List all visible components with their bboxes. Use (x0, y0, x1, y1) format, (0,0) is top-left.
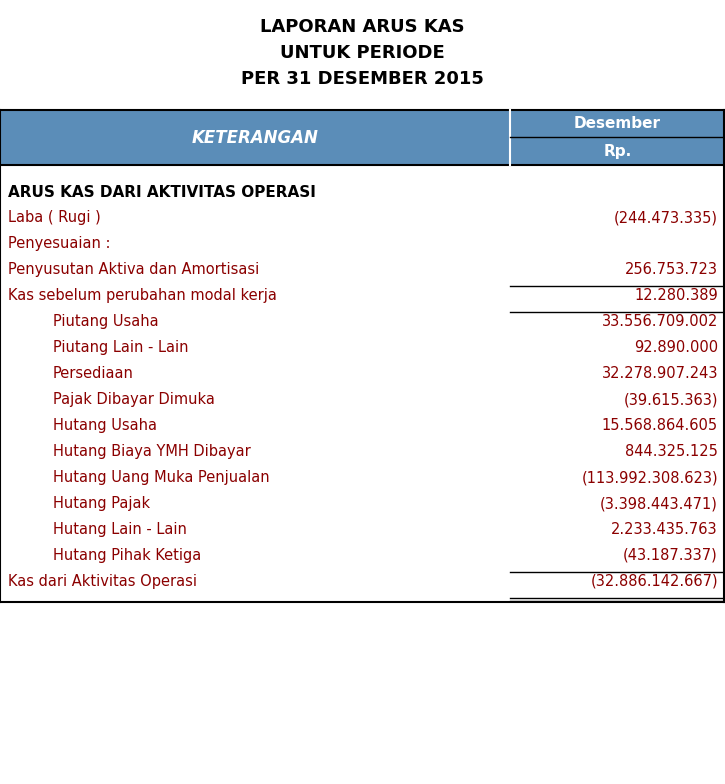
Text: Persediaan: Persediaan (53, 366, 134, 381)
Bar (0, 110, 725, 165)
Text: UNTUK PERIODE: UNTUK PERIODE (280, 44, 445, 62)
Text: 92.890.000: 92.890.000 (634, 340, 718, 355)
Text: 32.278.907.243: 32.278.907.243 (602, 366, 718, 381)
Text: 256.753.723: 256.753.723 (625, 262, 718, 277)
Text: 15.568.864.605: 15.568.864.605 (602, 418, 718, 433)
Text: (32.886.142.667): (32.886.142.667) (590, 574, 718, 589)
Text: Pajak Dibayar Dimuka: Pajak Dibayar Dimuka (53, 392, 215, 407)
Text: Kas sebelum perubahan modal kerja: Kas sebelum perubahan modal kerja (8, 288, 277, 303)
Text: Piutang Lain - Lain: Piutang Lain - Lain (53, 340, 188, 355)
Text: (113.992.308.623): (113.992.308.623) (581, 470, 718, 485)
Text: Hutang Pihak Ketiga: Hutang Pihak Ketiga (53, 548, 202, 563)
Text: 844.325.125: 844.325.125 (625, 444, 718, 459)
Text: (244.473.335): (244.473.335) (614, 210, 718, 225)
Text: 12.280.389: 12.280.389 (634, 288, 718, 303)
Text: Penyusutan Aktiva dan Amortisasi: Penyusutan Aktiva dan Amortisasi (8, 262, 260, 277)
Text: (43.187.337): (43.187.337) (624, 548, 718, 563)
Text: 2.233.435.763: 2.233.435.763 (611, 522, 718, 537)
Text: Hutang Lain - Lain: Hutang Lain - Lain (53, 522, 187, 537)
Text: ARUS KAS DARI AKTIVITAS OPERASI: ARUS KAS DARI AKTIVITAS OPERASI (8, 185, 316, 200)
Text: Rp.: Rp. (603, 143, 631, 158)
Text: 33.556.709.002: 33.556.709.002 (602, 314, 718, 329)
Text: (39.615.363): (39.615.363) (624, 392, 718, 407)
Text: Laba ( Rugi ): Laba ( Rugi ) (8, 210, 101, 225)
Text: LAPORAN ARUS KAS: LAPORAN ARUS KAS (260, 18, 465, 36)
Text: Piutang Usaha: Piutang Usaha (53, 314, 159, 329)
Text: Hutang Usaha: Hutang Usaha (53, 418, 157, 433)
Text: PER 31 DESEMBER 2015: PER 31 DESEMBER 2015 (241, 70, 484, 88)
Text: Hutang Pajak: Hutang Pajak (53, 496, 150, 511)
Text: Penyesuaian :: Penyesuaian : (8, 236, 110, 251)
Text: Hutang Biaya YMH Dibayar: Hutang Biaya YMH Dibayar (53, 444, 251, 459)
Text: (3.398.443.471): (3.398.443.471) (600, 496, 718, 511)
Text: KETERANGAN: KETERANGAN (191, 129, 318, 147)
Text: Hutang Uang Muka Penjualan: Hutang Uang Muka Penjualan (53, 470, 270, 485)
Text: Desember: Desember (574, 116, 661, 131)
Text: Kas dari Aktivitas Operasi: Kas dari Aktivitas Operasi (8, 574, 197, 589)
